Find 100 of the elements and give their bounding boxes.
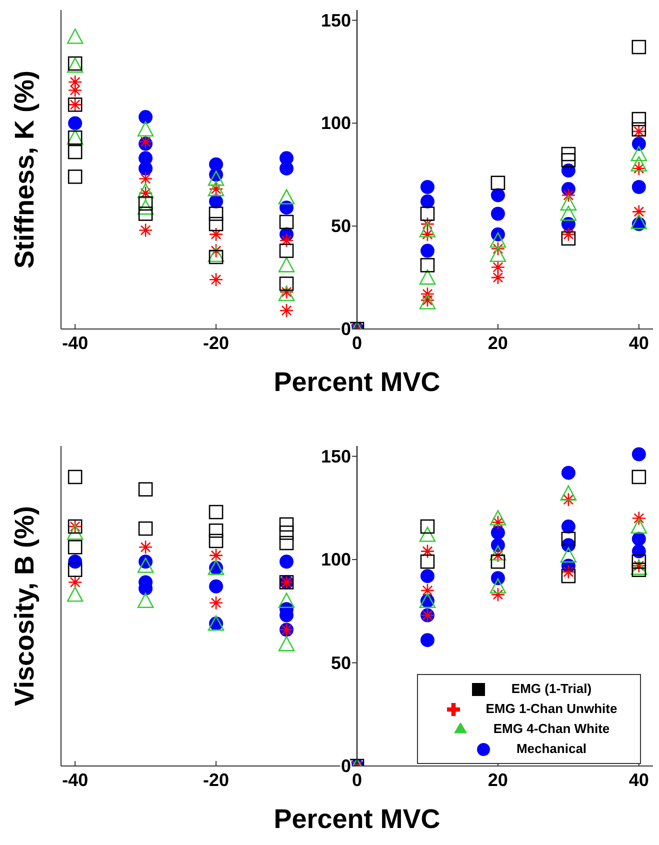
point	[420, 583, 435, 598]
point	[68, 562, 82, 578]
x-tick-label: 20	[488, 332, 508, 353]
point	[420, 519, 435, 534]
point	[208, 206, 224, 221]
x-tick-label: -40	[62, 770, 88, 790]
point	[561, 564, 576, 580]
point	[420, 216, 435, 232]
point	[632, 562, 646, 578]
point	[632, 136, 646, 151]
point	[490, 232, 506, 248]
point	[420, 194, 434, 208]
point	[138, 521, 153, 536]
point	[630, 518, 648, 534]
point	[490, 260, 506, 274]
point	[138, 482, 153, 497]
x-tick-label: 40	[628, 332, 649, 353]
point	[419, 526, 436, 542]
point	[279, 276, 294, 291]
point	[420, 544, 435, 558]
point	[490, 526, 505, 540]
point	[138, 196, 153, 211]
point	[420, 633, 434, 648]
point	[632, 554, 646, 569]
point	[420, 180, 434, 194]
point	[630, 156, 648, 172]
point	[208, 170, 224, 186]
point	[278, 257, 295, 272]
point	[279, 233, 294, 248]
point	[137, 558, 154, 573]
point	[490, 554, 506, 569]
point	[419, 269, 436, 285]
point	[278, 592, 295, 608]
point	[419, 222, 436, 238]
point	[137, 121, 154, 137]
point	[68, 144, 82, 160]
point	[208, 250, 224, 264]
point	[490, 246, 506, 262]
legend-label: EMG 1-Chan Unwhite	[486, 701, 618, 716]
point	[490, 270, 506, 285]
point	[68, 470, 82, 484]
point	[560, 547, 577, 563]
legend-label: Mechanical	[516, 741, 587, 756]
point	[632, 161, 646, 176]
point	[490, 206, 505, 221]
point	[138, 172, 153, 186]
point	[138, 110, 153, 124]
point	[138, 223, 153, 238]
point	[420, 554, 435, 569]
point	[68, 116, 82, 130]
point	[630, 146, 648, 162]
point	[561, 231, 576, 246]
y-tick-label: 150	[320, 10, 351, 30]
point	[632, 470, 646, 484]
point	[279, 526, 294, 540]
point	[138, 161, 153, 176]
point	[632, 180, 646, 194]
point	[561, 146, 576, 162]
point	[138, 206, 153, 221]
point	[279, 536, 294, 550]
point	[490, 587, 506, 602]
point	[561, 153, 576, 168]
point	[561, 188, 576, 202]
point	[632, 40, 646, 54]
point	[68, 83, 82, 98]
point	[632, 511, 646, 526]
y-tick-label: 50	[330, 216, 351, 236]
x-tick-label: -40	[62, 332, 88, 353]
point	[137, 592, 154, 608]
point	[280, 554, 294, 569]
point	[137, 199, 154, 215]
point	[208, 246, 224, 262]
point	[208, 548, 224, 563]
point	[490, 242, 506, 256]
y-tick-label: 150	[320, 446, 351, 466]
point	[208, 227, 224, 242]
point	[420, 258, 435, 272]
point	[632, 204, 646, 219]
x-axis-title: Percent MVC	[274, 367, 440, 397]
x-tick-label: 40	[628, 770, 649, 790]
x-tick-label: -20	[203, 770, 230, 790]
point	[68, 170, 82, 184]
point	[490, 176, 506, 190]
point	[632, 447, 646, 462]
point	[561, 492, 576, 507]
x-axis-title: Percent MVC	[274, 804, 440, 834]
point	[137, 182, 154, 198]
point	[561, 520, 576, 534]
point	[279, 214, 294, 230]
point	[490, 510, 506, 526]
point	[68, 575, 82, 590]
point	[138, 186, 153, 200]
point	[560, 485, 577, 501]
point	[420, 206, 435, 221]
point	[279, 244, 294, 258]
point	[278, 636, 295, 652]
point	[208, 596, 224, 610]
point	[66, 28, 84, 44]
point	[490, 515, 506, 530]
y-tick-label: 100	[320, 550, 351, 570]
